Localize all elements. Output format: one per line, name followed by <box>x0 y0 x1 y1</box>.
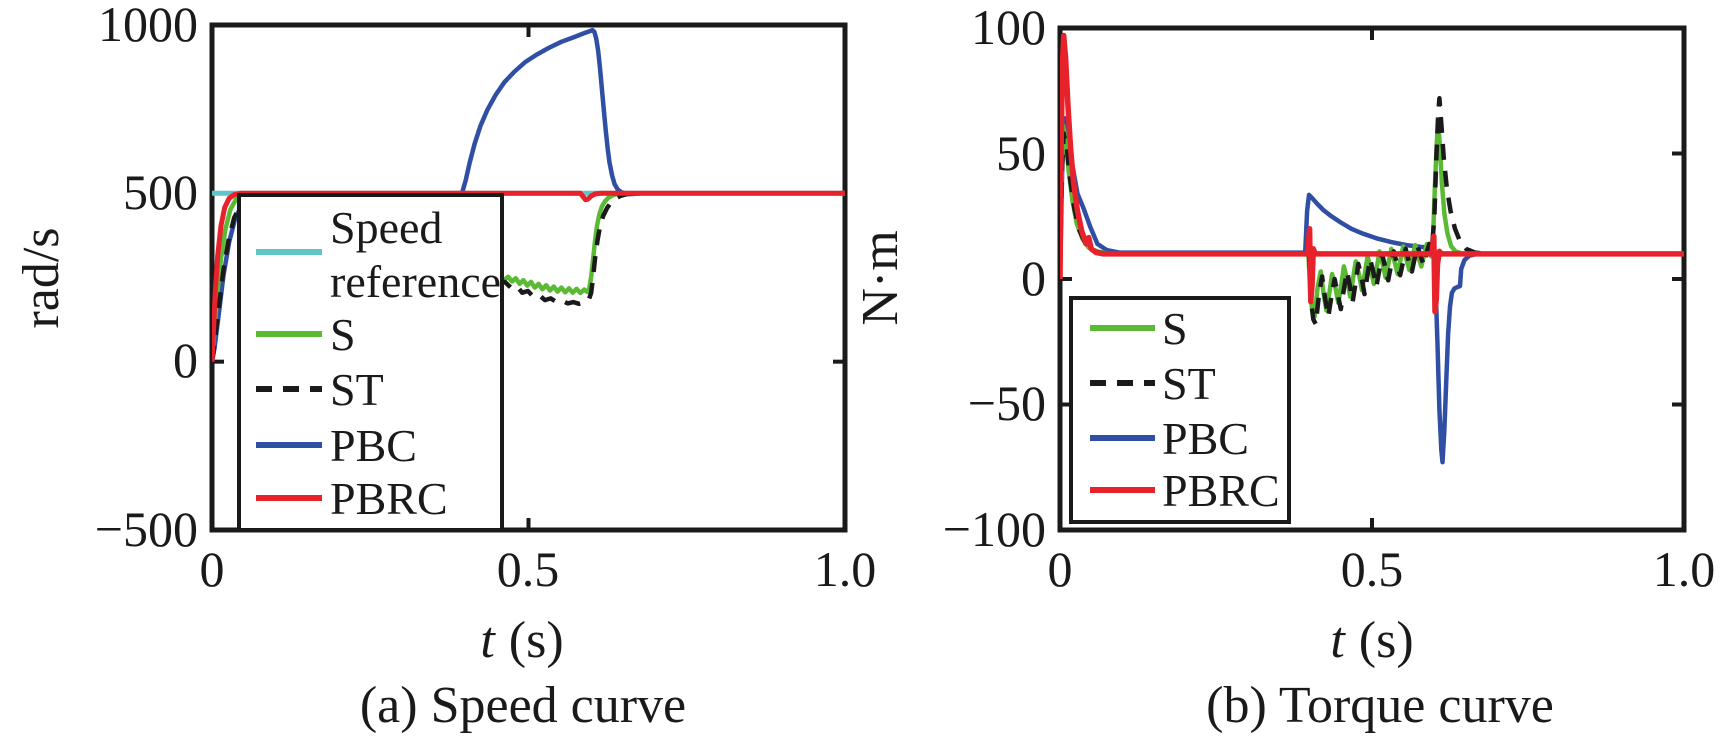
speed-y-tick-label: 0 <box>173 332 198 388</box>
series-pbc-line <box>1060 116 1684 465</box>
torque-x-axis-label: t (s) <box>1330 612 1413 669</box>
speed-chart-caption: (a) Speed curve <box>360 677 686 734</box>
legend-label: S <box>1162 303 1188 354</box>
x-axis-unit: (s) <box>509 612 564 669</box>
torque-y-tick-label: 100 <box>971 0 1046 55</box>
torque-y-axis-label: N·m <box>852 230 909 325</box>
torque-x-tick-label: 0.5 <box>1341 541 1404 597</box>
legend-label: S <box>330 309 356 360</box>
speed-chart: 1000 500 0 −500 0 0.5 1.0 rad/s t (s) (a)… <box>13 0 876 734</box>
speed-x-tick-label: 1.0 <box>814 541 877 597</box>
x-axis-unit: (s) <box>1359 612 1414 669</box>
torque-chart-caption: (b) Torque curve <box>1206 677 1554 734</box>
legend-label: PBRC <box>1162 465 1280 516</box>
speed-y-tick-label: 1000 <box>98 0 198 52</box>
torque-y-tick-label: −100 <box>943 501 1046 557</box>
x-axis-variable: t <box>480 612 496 669</box>
series-st-line <box>212 191 845 362</box>
torque-y-tick-label: 0 <box>1021 250 1046 306</box>
speed-y-tick-label: −500 <box>95 501 198 557</box>
torque-x-tick-label: 0 <box>1048 541 1073 597</box>
speed-legend: Speed reference S ST PBC PBRC <box>237 193 504 532</box>
legend-label: Speed <box>330 202 442 253</box>
torque-series-layer <box>1060 32 1684 465</box>
legend-label: reference <box>330 256 501 307</box>
torque-x-tick-label: 1.0 <box>1653 541 1716 597</box>
legend-label: PBC <box>1162 413 1249 464</box>
torque-y-tick-label: 50 <box>996 125 1046 181</box>
legend-label: PBRC <box>330 473 448 524</box>
speed-y-axis-label: rad/s <box>13 227 70 328</box>
series-st-line <box>1060 96 1684 327</box>
speed-x-tick-label: 0.5 <box>497 541 560 597</box>
series-s-line <box>1060 118 1684 319</box>
speed-y-tick-label: 500 <box>123 164 198 220</box>
legend-label: ST <box>1162 358 1216 409</box>
legend-label: ST <box>330 364 384 415</box>
legend-label: PBC <box>330 420 417 471</box>
torque-legend: S ST PBC PBRC <box>1069 296 1291 524</box>
torque-chart: 100 50 0 −50 −100 0 0.5 1.0 N·m t (s) (b)… <box>852 0 1715 734</box>
torque-y-tick-label: −50 <box>968 375 1046 431</box>
x-axis-variable: t <box>1330 612 1346 669</box>
speed-x-tick-label: 0 <box>200 541 225 597</box>
speed-x-axis-label: t (s) <box>480 612 563 669</box>
series-pbrc-line <box>1060 32 1684 315</box>
torque-legend-box <box>1069 296 1291 524</box>
